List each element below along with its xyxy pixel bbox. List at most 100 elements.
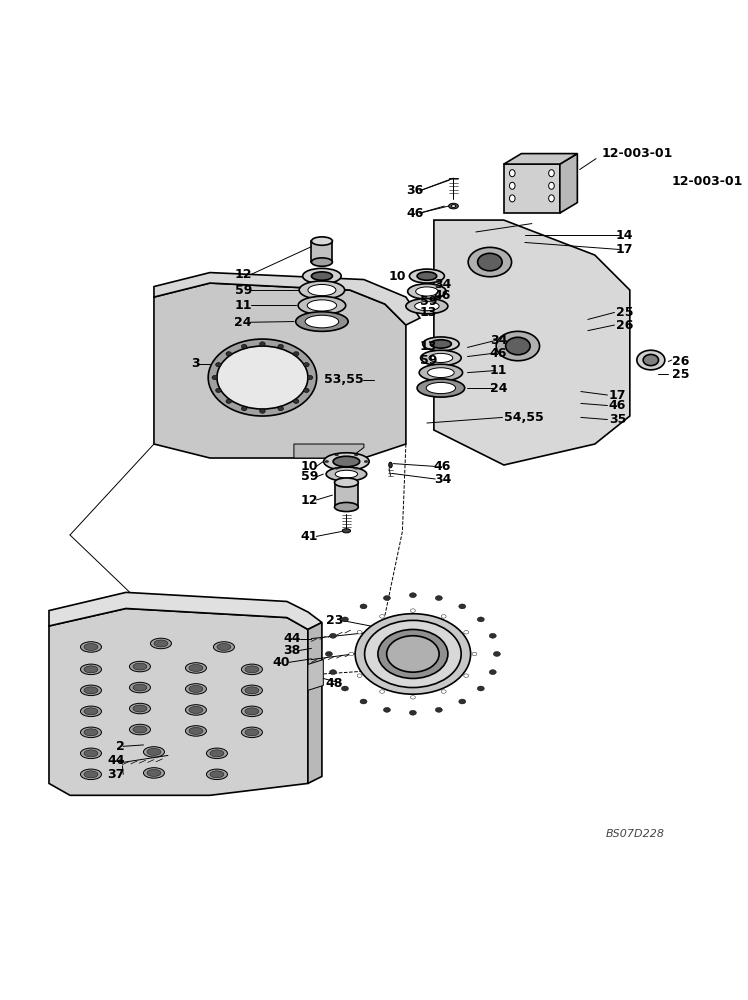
Text: 59: 59 bbox=[235, 284, 252, 297]
Ellipse shape bbox=[242, 664, 263, 675]
Ellipse shape bbox=[637, 350, 665, 370]
Ellipse shape bbox=[364, 460, 368, 463]
Ellipse shape bbox=[341, 617, 349, 622]
Ellipse shape bbox=[260, 409, 266, 413]
Text: 38: 38 bbox=[283, 644, 301, 657]
Ellipse shape bbox=[208, 339, 316, 416]
Ellipse shape bbox=[342, 529, 351, 533]
Ellipse shape bbox=[384, 707, 390, 712]
Ellipse shape bbox=[307, 375, 313, 380]
Text: 44: 44 bbox=[107, 754, 125, 767]
Ellipse shape bbox=[468, 247, 512, 277]
Ellipse shape bbox=[380, 690, 384, 693]
Text: 12: 12 bbox=[301, 493, 319, 506]
Ellipse shape bbox=[186, 705, 206, 715]
Ellipse shape bbox=[423, 337, 459, 351]
Polygon shape bbox=[311, 241, 332, 262]
Text: 35: 35 bbox=[609, 413, 626, 426]
Ellipse shape bbox=[334, 478, 358, 487]
Ellipse shape bbox=[293, 352, 299, 356]
Ellipse shape bbox=[133, 684, 147, 691]
Ellipse shape bbox=[242, 685, 263, 696]
Ellipse shape bbox=[643, 354, 658, 366]
Ellipse shape bbox=[417, 272, 437, 280]
Text: 37: 37 bbox=[107, 768, 125, 781]
Ellipse shape bbox=[441, 690, 446, 693]
Ellipse shape bbox=[307, 300, 337, 311]
Ellipse shape bbox=[84, 771, 98, 778]
Ellipse shape bbox=[411, 696, 415, 699]
Ellipse shape bbox=[293, 399, 299, 403]
Ellipse shape bbox=[409, 710, 417, 715]
Ellipse shape bbox=[84, 666, 98, 673]
Ellipse shape bbox=[341, 686, 349, 691]
Ellipse shape bbox=[144, 747, 165, 757]
Ellipse shape bbox=[380, 615, 384, 618]
Ellipse shape bbox=[129, 724, 150, 735]
Ellipse shape bbox=[129, 703, 150, 714]
Ellipse shape bbox=[133, 726, 147, 733]
Ellipse shape bbox=[189, 664, 203, 671]
Text: 11: 11 bbox=[234, 299, 252, 312]
Ellipse shape bbox=[84, 729, 98, 736]
Ellipse shape bbox=[308, 284, 336, 296]
Ellipse shape bbox=[416, 287, 438, 296]
Ellipse shape bbox=[411, 609, 415, 612]
Polygon shape bbox=[154, 273, 420, 325]
Ellipse shape bbox=[496, 331, 539, 361]
Text: 53,55: 53,55 bbox=[325, 373, 364, 386]
Ellipse shape bbox=[226, 399, 232, 403]
Ellipse shape bbox=[129, 682, 150, 693]
Ellipse shape bbox=[186, 726, 206, 736]
Ellipse shape bbox=[355, 614, 470, 694]
Ellipse shape bbox=[477, 686, 484, 691]
Ellipse shape bbox=[360, 699, 367, 704]
Ellipse shape bbox=[459, 604, 466, 609]
Text: 12-003-01: 12-003-01 bbox=[672, 175, 744, 188]
Ellipse shape bbox=[506, 337, 530, 355]
Ellipse shape bbox=[260, 342, 266, 346]
Text: 11: 11 bbox=[490, 364, 507, 377]
Ellipse shape bbox=[548, 195, 554, 202]
Polygon shape bbox=[434, 220, 630, 465]
Ellipse shape bbox=[215, 363, 221, 367]
Ellipse shape bbox=[548, 170, 554, 177]
Ellipse shape bbox=[451, 205, 456, 207]
Ellipse shape bbox=[81, 664, 102, 675]
Ellipse shape bbox=[364, 620, 462, 688]
Ellipse shape bbox=[186, 663, 206, 673]
Ellipse shape bbox=[435, 596, 442, 601]
Ellipse shape bbox=[333, 456, 360, 467]
Ellipse shape bbox=[133, 663, 147, 670]
Ellipse shape bbox=[242, 727, 263, 738]
Ellipse shape bbox=[206, 769, 227, 780]
Ellipse shape bbox=[144, 768, 165, 778]
Text: 46: 46 bbox=[406, 207, 423, 220]
Ellipse shape bbox=[335, 470, 358, 478]
Ellipse shape bbox=[81, 685, 102, 696]
Ellipse shape bbox=[242, 344, 247, 349]
Ellipse shape bbox=[409, 593, 417, 598]
Polygon shape bbox=[49, 592, 322, 629]
Polygon shape bbox=[154, 283, 406, 458]
Text: 25: 25 bbox=[616, 306, 634, 319]
Ellipse shape bbox=[81, 769, 102, 780]
Ellipse shape bbox=[509, 195, 515, 202]
Text: 46: 46 bbox=[434, 460, 451, 473]
Text: 24: 24 bbox=[234, 316, 252, 329]
Ellipse shape bbox=[217, 643, 231, 650]
Ellipse shape bbox=[464, 674, 469, 677]
Ellipse shape bbox=[150, 638, 171, 649]
Text: 25: 25 bbox=[672, 368, 690, 381]
Ellipse shape bbox=[242, 406, 247, 411]
Ellipse shape bbox=[217, 346, 308, 409]
Ellipse shape bbox=[81, 748, 102, 759]
Ellipse shape bbox=[335, 467, 338, 469]
Text: 24: 24 bbox=[490, 382, 507, 395]
Ellipse shape bbox=[409, 269, 444, 283]
Polygon shape bbox=[504, 154, 577, 164]
Ellipse shape bbox=[326, 467, 367, 481]
Text: 41: 41 bbox=[301, 530, 319, 543]
Ellipse shape bbox=[189, 706, 203, 713]
Ellipse shape bbox=[245, 687, 259, 694]
